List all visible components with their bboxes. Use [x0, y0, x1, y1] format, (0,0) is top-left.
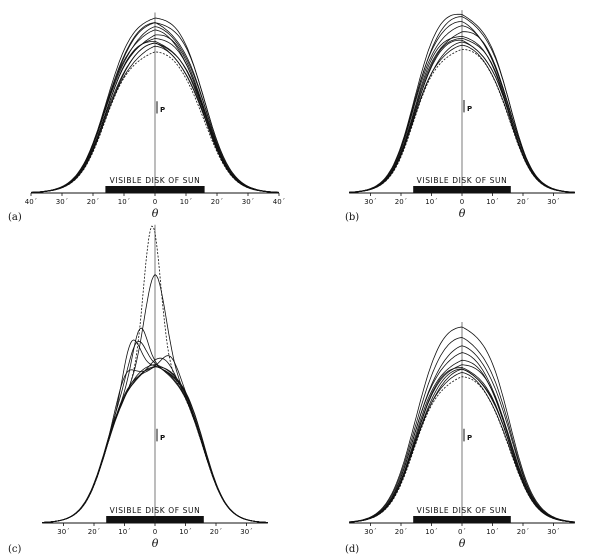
- profile-curve: [349, 337, 575, 523]
- x-tick-label: 10´: [425, 198, 437, 206]
- x-tick-label: 20´: [210, 528, 222, 536]
- x-tick-label: 10´: [425, 528, 437, 536]
- x-tick-label: 20´: [395, 198, 407, 206]
- x-tick-label: 10´: [180, 198, 192, 206]
- x-tick-label: 30´: [364, 198, 376, 206]
- x-tick-label: 10´: [486, 198, 498, 206]
- x-tick-label: 30´: [547, 198, 559, 206]
- x-axis-title: θ: [152, 207, 159, 220]
- x-axis-title: θ: [459, 207, 466, 220]
- p-marker-label: P: [160, 434, 165, 442]
- x-tick-label: 10´: [179, 528, 191, 536]
- p-marker-label: P: [160, 106, 165, 114]
- x-tick-label: 0: [153, 198, 157, 206]
- panel-label: (c): [8, 544, 22, 555]
- x-axis-title: θ: [152, 537, 159, 550]
- x-tick-label: 30´: [57, 528, 69, 536]
- p-marker-label: P: [467, 105, 472, 113]
- x-axis-title: θ: [459, 537, 466, 550]
- x-tick-label: 40´: [273, 198, 285, 206]
- x-tick-label: 30´: [242, 198, 254, 206]
- profile-curve: [30, 17, 280, 193]
- x-tick-label: 0: [460, 198, 464, 206]
- x-tick-label: 30´: [240, 528, 252, 536]
- profile-curve: [349, 49, 575, 193]
- profile-curve: [349, 376, 575, 523]
- x-tick-label: 20´: [395, 528, 407, 536]
- x-tick-label: 0´: [458, 528, 466, 536]
- x-tick-label: 0: [153, 528, 157, 536]
- x-tick-label: 20´: [211, 198, 223, 206]
- panel-label: (b): [345, 212, 359, 223]
- x-tick-label: 20´: [517, 528, 529, 536]
- x-tick-label: 30´: [547, 528, 559, 536]
- x-tick-label: 20´: [87, 198, 99, 206]
- panel-label: (d): [345, 544, 359, 555]
- x-tick-label: 10´: [118, 198, 130, 206]
- x-tick-label: 20´: [88, 528, 100, 536]
- x-tick-label: 30´: [364, 528, 376, 536]
- x-tick-label: 20´: [517, 198, 529, 206]
- x-tick-label: 30´: [56, 198, 68, 206]
- profile-curve: [349, 13, 575, 193]
- panel-label: (a): [8, 212, 22, 223]
- x-tick-label: 10´: [118, 528, 130, 536]
- profile-curve: [349, 326, 575, 523]
- x-tick-label: 40´: [25, 198, 37, 206]
- profile-curve: [349, 345, 575, 523]
- p-marker-label: P: [467, 434, 472, 442]
- x-tick-label: 10´: [486, 528, 498, 536]
- profile-curve: [42, 364, 268, 523]
